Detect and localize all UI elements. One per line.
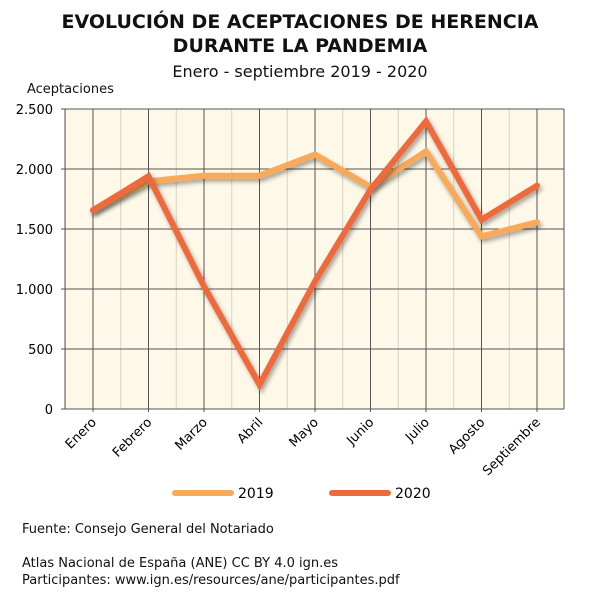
- y-axis-label: Aceptaciones: [27, 82, 114, 97]
- y-tick-label: 2.500: [16, 103, 53, 118]
- y-tick-label: 2.000: [16, 163, 53, 178]
- y-tick-label: 1.500: [16, 223, 53, 238]
- legend-label-2019: 2019: [238, 486, 274, 502]
- participants-link[interactable]: Participantes: www.ign.es/resources/ane/…: [22, 573, 400, 588]
- y-tick-label: 1.000: [16, 283, 53, 298]
- legend-label-2020: 2020: [395, 486, 431, 502]
- x-tick-label: Mayo: [287, 415, 322, 450]
- x-tick-label: Abril: [235, 415, 267, 447]
- x-tick-label: Septiembre: [480, 415, 544, 479]
- chart-title-line-1: EVOLUCIÓN DE ACEPTACIONES DE HERENCIA: [61, 11, 539, 33]
- x-tick-label: Agosto: [446, 415, 488, 457]
- x-tick-label: Febrero: [110, 415, 155, 460]
- credit-note: Atlas Nacional de España (ANE) CC BY 4.0…: [22, 556, 339, 571]
- x-tick-label: Enero: [63, 415, 100, 452]
- y-tick-label: 0: [45, 403, 53, 418]
- source-note: Fuente: Consejo General del Notariado: [22, 522, 274, 537]
- x-tick-label: Julio: [402, 415, 433, 446]
- chart-title-line-2: DURANTE LA PANDEMIA: [172, 35, 428, 57]
- chart-subtitle: Enero - septiembre 2019 - 2020: [172, 62, 428, 81]
- x-tick-label: Marzo: [172, 415, 210, 453]
- y-tick-label: 500: [28, 343, 53, 358]
- x-tick-label: Junio: [343, 415, 377, 449]
